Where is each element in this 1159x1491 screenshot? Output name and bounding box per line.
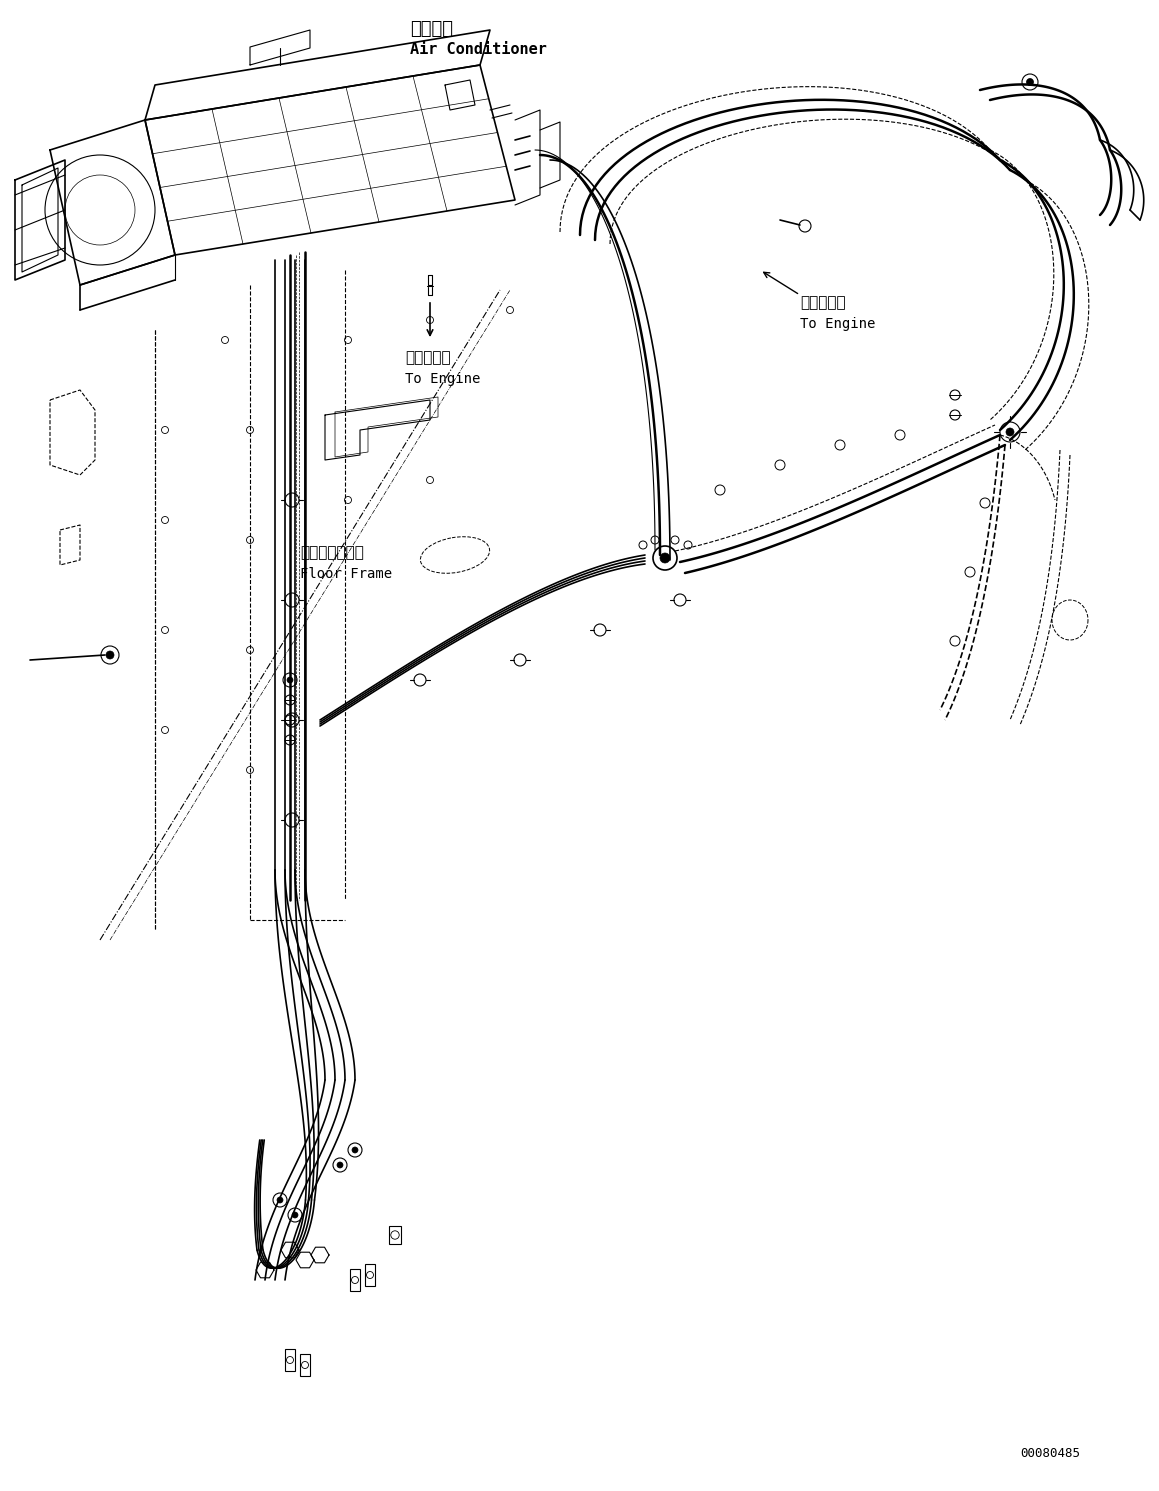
Circle shape [1000, 422, 1020, 441]
Circle shape [639, 541, 647, 549]
Circle shape [292, 1212, 298, 1218]
Circle shape [351, 1276, 358, 1284]
Circle shape [950, 410, 960, 420]
Circle shape [337, 1161, 343, 1167]
Circle shape [834, 440, 845, 450]
Circle shape [286, 1357, 293, 1363]
Circle shape [1006, 428, 1014, 435]
Circle shape [348, 1144, 362, 1157]
Circle shape [950, 391, 960, 400]
Circle shape [651, 535, 659, 544]
Circle shape [101, 646, 119, 663]
Text: To Engine: To Engine [800, 318, 875, 331]
Circle shape [1027, 79, 1034, 85]
Circle shape [659, 553, 670, 564]
Bar [365, 1264, 376, 1287]
Circle shape [965, 567, 975, 577]
Bar [389, 1226, 401, 1243]
Circle shape [285, 716, 296, 725]
Circle shape [715, 485, 726, 495]
Text: エンジンへ: エンジンへ [800, 295, 846, 310]
Circle shape [799, 221, 811, 233]
Circle shape [301, 1361, 308, 1369]
Circle shape [981, 498, 990, 508]
Bar [350, 1269, 360, 1291]
Circle shape [653, 546, 677, 570]
Circle shape [285, 735, 296, 746]
Circle shape [285, 695, 296, 705]
Text: To Engine: To Engine [404, 371, 480, 386]
Circle shape [366, 1272, 373, 1278]
Text: Floor Frame: Floor Frame [300, 567, 392, 581]
Circle shape [352, 1147, 358, 1153]
Circle shape [1022, 75, 1038, 89]
Circle shape [105, 652, 114, 659]
Text: エアコン: エアコン [410, 19, 453, 37]
Circle shape [950, 637, 960, 646]
Text: 00080485: 00080485 [1020, 1446, 1080, 1460]
Circle shape [684, 541, 692, 549]
Circle shape [775, 461, 785, 470]
Text: Air Conditioner: Air Conditioner [410, 42, 547, 57]
Circle shape [671, 535, 679, 544]
Text: フロアフレーム: フロアフレーム [300, 546, 364, 561]
Circle shape [274, 1193, 287, 1208]
Circle shape [895, 429, 905, 440]
Circle shape [277, 1197, 283, 1203]
Bar [285, 1349, 296, 1372]
Circle shape [333, 1159, 347, 1172]
Circle shape [287, 1208, 302, 1223]
Circle shape [391, 1230, 399, 1239]
Circle shape [287, 677, 293, 683]
Circle shape [283, 672, 297, 687]
Text: エンジンへ: エンジンへ [404, 350, 451, 365]
Bar [300, 1354, 309, 1376]
